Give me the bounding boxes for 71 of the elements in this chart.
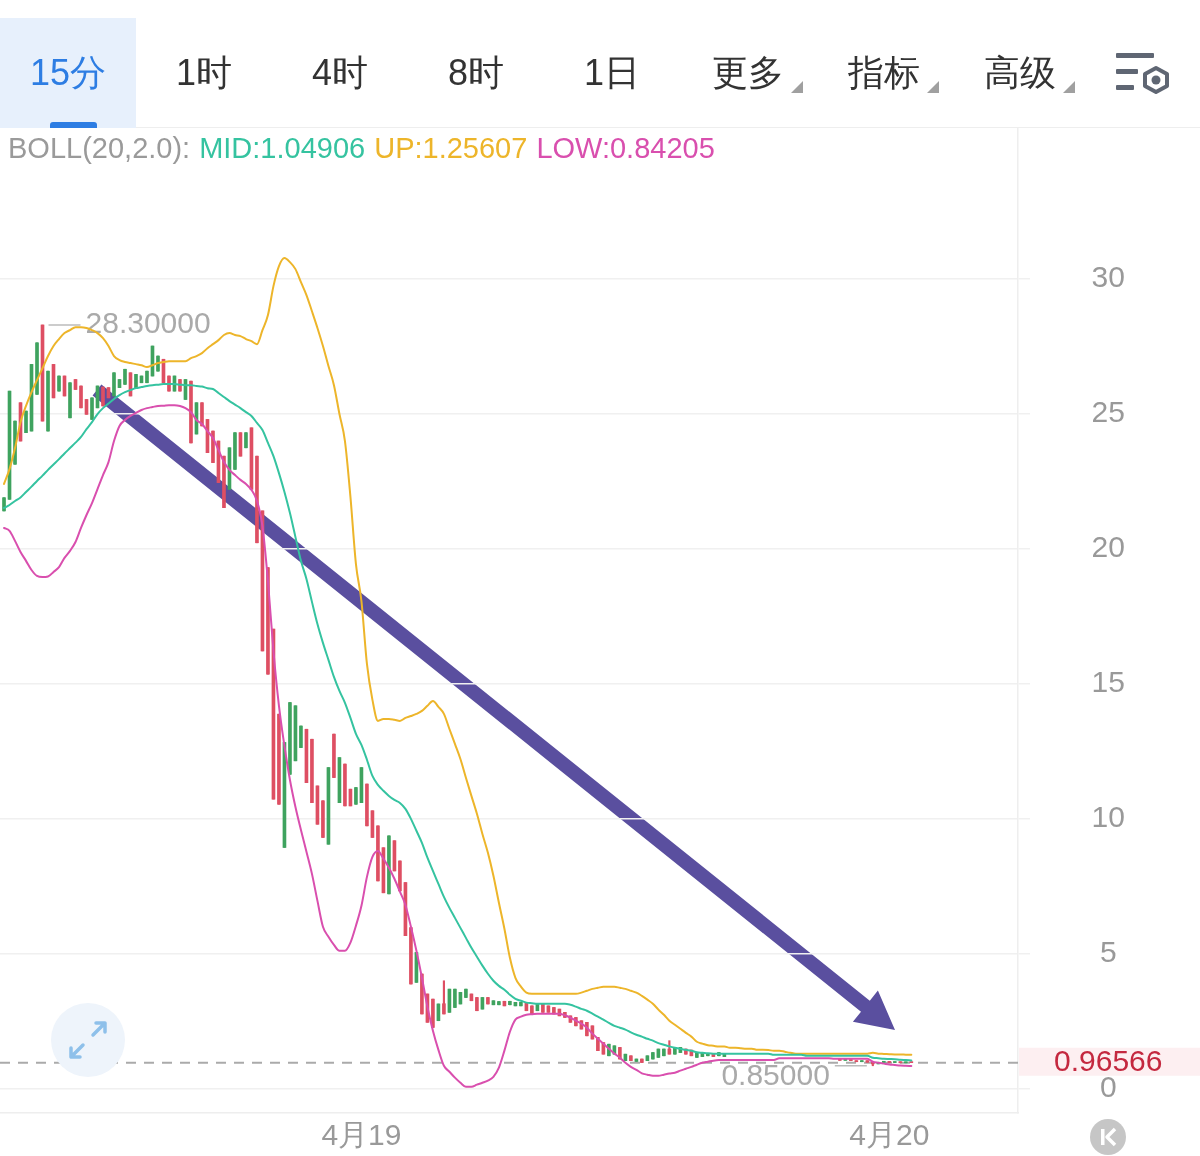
candlestick [128, 372, 133, 397]
text: 1日 [583, 51, 641, 95]
x-tick-label: 4月20 [849, 1118, 930, 1152]
candlestick [62, 375, 67, 397]
text: 高级 [984, 51, 1056, 95]
candlestick [29, 364, 34, 432]
candlestick [898, 1061, 903, 1064]
candlestick [95, 385, 100, 409]
text: 1时 [175, 51, 233, 95]
candlestick [651, 1052, 655, 1060]
candlestick [629, 1055, 633, 1061]
y-tick-label: 25 [1091, 395, 1125, 429]
candlestick [546, 1005, 551, 1013]
candlestick [40, 324, 45, 422]
candlestick [656, 1048, 661, 1058]
candlestick [326, 767, 331, 845]
text: LOW:0.84205 [536, 132, 715, 164]
candlestick [282, 742, 287, 848]
candlestick [7, 390, 12, 500]
candlestick [51, 364, 56, 399]
x-tick-label: 4月19 [321, 1118, 402, 1152]
candlestick [882, 1060, 886, 1063]
candlestick [645, 1055, 650, 1061]
candlestick [183, 379, 188, 400]
candlestick [458, 992, 463, 1005]
candlestick [238, 432, 243, 457]
candlestick [139, 375, 144, 384]
candlestick [194, 402, 199, 435]
candlestick [854, 1060, 859, 1063]
candlestick [106, 387, 111, 399]
candlestick [227, 447, 232, 490]
text: 4时 [311, 51, 369, 95]
y-tick-label: 30 [1091, 260, 1125, 294]
y-tick-label: 10 [1091, 800, 1125, 834]
candlestick [623, 1053, 628, 1061]
candlestick [260, 510, 265, 652]
candlestick [150, 345, 155, 377]
candlestick [865, 1060, 870, 1063]
candlestick [315, 785, 320, 825]
candlestick [497, 1001, 501, 1006]
legend-title: BOLL(20,2.0): [8, 132, 191, 164]
candlestick [491, 1000, 496, 1006]
candlestick [348, 788, 353, 807]
candlestick [73, 379, 78, 390]
candlestick [84, 399, 89, 415]
candlestick [502, 1000, 507, 1007]
text: 8时 [447, 51, 505, 95]
line-series [3, 257, 913, 1056]
text: MID:1.04906 [199, 132, 366, 164]
text: 指标 [848, 51, 920, 95]
candlestick [293, 705, 298, 762]
candlestick [860, 1060, 864, 1063]
candlestick [381, 847, 386, 894]
y-tick-label: 20 [1091, 530, 1125, 564]
candlestick [447, 988, 452, 1013]
candlestick [486, 997, 490, 1005]
candlestick [436, 1003, 441, 1022]
annotation: 28.30000 [85, 306, 211, 340]
annotation: 0.85000 [721, 1058, 830, 1092]
candlestick [249, 427, 254, 490]
y-tick-label: 0.96566 [1053, 1043, 1163, 1077]
candlestick [480, 997, 485, 1010]
y-tick-label: 5 [1099, 935, 1117, 969]
candlestick [117, 379, 122, 388]
candlestick [392, 840, 397, 872]
y-tick-label: 15 [1091, 665, 1125, 699]
text: 15分 [29, 51, 107, 95]
candlestick [464, 988, 468, 998]
text: 更多 [712, 51, 784, 95]
candlestick [370, 810, 375, 838]
text: UP:1.25607 [374, 132, 528, 164]
